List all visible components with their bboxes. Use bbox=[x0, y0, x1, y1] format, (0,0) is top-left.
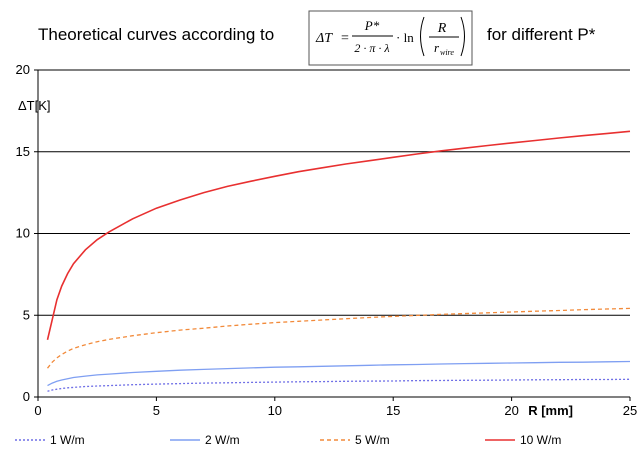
y-axis-label: ΔT[K] bbox=[18, 98, 51, 113]
x-tick-label-1: 5 bbox=[153, 403, 160, 418]
y-tick-label-3: 15 bbox=[16, 144, 30, 159]
x-tick-label-3: 15 bbox=[386, 403, 400, 418]
formula-arg-denominator: r bbox=[434, 40, 440, 55]
formula-arg-subscript: wire bbox=[440, 48, 454, 57]
formula-box bbox=[308, 10, 473, 66]
legend-label-2: 2 W/m bbox=[205, 433, 240, 447]
y-tick-label-4: 20 bbox=[16, 62, 30, 77]
legend-label-1: 1 W/m bbox=[50, 433, 85, 447]
y-tick-label-1: 5 bbox=[23, 307, 30, 322]
series-line-3 bbox=[46, 307, 631, 369]
y-tick-label-0: 0 bbox=[23, 389, 30, 404]
legend-label-3: 5 W/m bbox=[355, 433, 390, 447]
formula: ΔT = P* 2 · π · λ · ln R r wire bbox=[315, 16, 465, 57]
title-prefix: Theoretical curves according to bbox=[38, 25, 274, 44]
series-line-1 bbox=[47, 378, 631, 392]
formula-numerator: P* bbox=[364, 18, 380, 33]
grid bbox=[38, 69, 630, 316]
formula-paren-left bbox=[420, 16, 425, 57]
title-suffix: for different P* bbox=[487, 25, 596, 44]
formula-denominator: 2 · π · λ bbox=[354, 41, 389, 55]
series-line-4 bbox=[46, 130, 631, 340]
formula-paren-right bbox=[460, 16, 465, 57]
formula-arg-numerator: R bbox=[437, 21, 447, 36]
series-line-2 bbox=[47, 360, 631, 387]
tick-labels: 0 5 10 15 20 0 5 10 15 20 25 bbox=[16, 62, 638, 418]
x-axis-label: R [mm] bbox=[528, 403, 573, 418]
legend: 1 W/m 2 W/m 5 W/m 10 W/m bbox=[15, 433, 561, 447]
x-tick-label-2: 10 bbox=[268, 403, 282, 418]
series-lines bbox=[46, 130, 631, 392]
formula-lhs: ΔT bbox=[315, 31, 333, 46]
y-tick-label-2: 10 bbox=[16, 226, 30, 241]
formula-equals: = bbox=[341, 31, 349, 46]
x-tick-label-4: 20 bbox=[504, 403, 518, 418]
x-tick-label-5: 25 bbox=[623, 403, 637, 418]
chart-title: Theoretical curves according to ΔT = P* … bbox=[38, 10, 596, 66]
formula-ln: · ln bbox=[396, 30, 414, 45]
x-tick-label-0: 0 bbox=[34, 403, 41, 418]
legend-label-4: 10 W/m bbox=[520, 433, 561, 447]
